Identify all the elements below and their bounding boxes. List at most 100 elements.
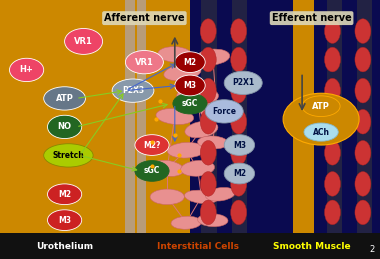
Ellipse shape [325, 19, 340, 44]
Text: VR1: VR1 [135, 58, 154, 67]
Ellipse shape [196, 49, 230, 65]
Ellipse shape [325, 47, 340, 72]
Bar [0, 0, 160, 233]
Ellipse shape [198, 214, 228, 227]
Text: sGC: sGC [144, 167, 160, 175]
Ellipse shape [112, 79, 154, 102]
Text: Urothelium: Urothelium [36, 242, 93, 250]
Text: Force: Force [212, 107, 236, 116]
Ellipse shape [355, 109, 371, 134]
Ellipse shape [231, 19, 247, 44]
Text: VR1: VR1 [74, 37, 93, 46]
Ellipse shape [325, 109, 340, 134]
Ellipse shape [171, 216, 201, 229]
Ellipse shape [231, 141, 247, 165]
Ellipse shape [198, 136, 228, 149]
Ellipse shape [325, 200, 340, 225]
Ellipse shape [200, 47, 216, 72]
Text: P2X1: P2X1 [232, 78, 254, 87]
Ellipse shape [10, 58, 44, 82]
Ellipse shape [48, 115, 82, 139]
Text: Interstitial Cells: Interstitial Cells [157, 242, 239, 250]
Ellipse shape [355, 78, 371, 103]
Ellipse shape [355, 19, 371, 44]
Text: 2: 2 [369, 245, 374, 254]
Text: NO: NO [58, 123, 71, 131]
Ellipse shape [200, 200, 216, 225]
Bar [125, 0, 135, 233]
Ellipse shape [355, 172, 371, 196]
Ellipse shape [224, 71, 262, 95]
Ellipse shape [156, 109, 194, 125]
Ellipse shape [167, 142, 205, 158]
Bar [293, 0, 314, 233]
Ellipse shape [44, 144, 93, 167]
Ellipse shape [150, 189, 184, 205]
Ellipse shape [125, 51, 163, 74]
Ellipse shape [206, 188, 235, 201]
Ellipse shape [304, 123, 338, 141]
Ellipse shape [325, 78, 340, 103]
Text: Stretch: Stretch [52, 151, 84, 160]
Text: Efferent nerve: Efferent nerve [272, 13, 352, 23]
Text: sGC: sGC [182, 99, 198, 108]
Bar [0, 233, 380, 259]
Text: H+: H+ [20, 66, 33, 74]
Ellipse shape [224, 163, 255, 184]
Ellipse shape [325, 172, 340, 196]
Ellipse shape [355, 47, 371, 72]
Ellipse shape [150, 160, 184, 176]
Text: ACh: ACh [313, 128, 329, 136]
Ellipse shape [177, 87, 218, 105]
Ellipse shape [200, 109, 216, 134]
Ellipse shape [231, 172, 247, 196]
Ellipse shape [164, 64, 201, 81]
Bar [137, 0, 146, 233]
Ellipse shape [185, 121, 218, 138]
Text: M3: M3 [58, 216, 71, 225]
Ellipse shape [175, 52, 205, 73]
Ellipse shape [158, 47, 192, 62]
Ellipse shape [200, 19, 216, 44]
Ellipse shape [135, 161, 169, 181]
Ellipse shape [355, 141, 371, 165]
Text: M3: M3 [184, 81, 196, 90]
Ellipse shape [231, 47, 247, 72]
Text: P2X3: P2X3 [122, 86, 144, 95]
Text: M2: M2 [58, 190, 71, 199]
Ellipse shape [180, 160, 215, 176]
Ellipse shape [200, 100, 233, 117]
Ellipse shape [231, 78, 247, 103]
Text: M2: M2 [184, 58, 196, 67]
Ellipse shape [44, 87, 86, 110]
Ellipse shape [173, 93, 207, 114]
Text: ATP: ATP [55, 94, 74, 103]
Circle shape [283, 93, 359, 145]
Bar [160, 0, 190, 233]
Ellipse shape [302, 96, 340, 117]
Bar [201, 0, 217, 233]
Ellipse shape [65, 28, 103, 54]
Text: M2: M2 [233, 169, 246, 178]
Ellipse shape [200, 172, 216, 196]
Text: Smooth Muscle: Smooth Muscle [273, 242, 350, 250]
Ellipse shape [231, 109, 247, 134]
Text: M3: M3 [233, 141, 246, 149]
Ellipse shape [205, 100, 243, 123]
Ellipse shape [355, 200, 371, 225]
Ellipse shape [200, 78, 216, 103]
Ellipse shape [325, 141, 340, 165]
Ellipse shape [175, 75, 205, 96]
Text: M2?: M2? [143, 141, 161, 149]
Text: ATP: ATP [312, 102, 330, 111]
Ellipse shape [135, 135, 169, 155]
Ellipse shape [184, 190, 218, 204]
Ellipse shape [48, 184, 82, 205]
Ellipse shape [224, 135, 255, 155]
Bar [232, 0, 247, 233]
Ellipse shape [200, 141, 216, 165]
Bar [327, 0, 342, 233]
Text: Afferent nerve: Afferent nerve [104, 13, 185, 23]
Ellipse shape [231, 200, 247, 225]
Ellipse shape [48, 210, 82, 231]
